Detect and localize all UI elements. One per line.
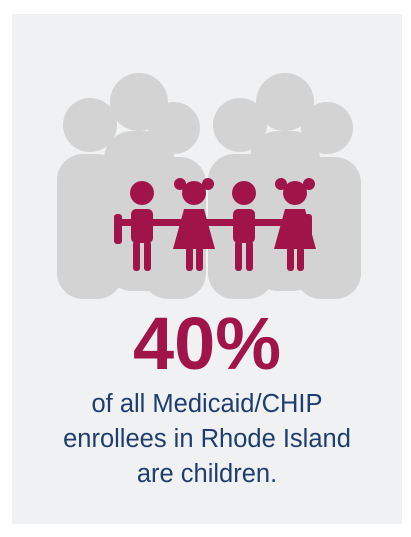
infographic-card: 40% of all Medicaid/CHIP enrollees in Rh… [12, 14, 402, 524]
statistic-percent: 40% [132, 302, 282, 385]
caption-line: are children. [136, 460, 278, 488]
caption-line: enrollees in Rhode Island [63, 425, 351, 453]
family-illustration [57, 73, 361, 299]
caption-line: of all Medicaid/CHIP [91, 390, 323, 418]
children-holding-hands-icon [114, 178, 316, 271]
statistic-caption: of all Medicaid/CHIP enrollees in Rhode … [12, 387, 402, 492]
child-girl-icon [274, 178, 316, 271]
child-boy-icon [232, 181, 256, 271]
child-girl-icon [173, 178, 215, 271]
child-boy-icon [114, 181, 154, 271]
